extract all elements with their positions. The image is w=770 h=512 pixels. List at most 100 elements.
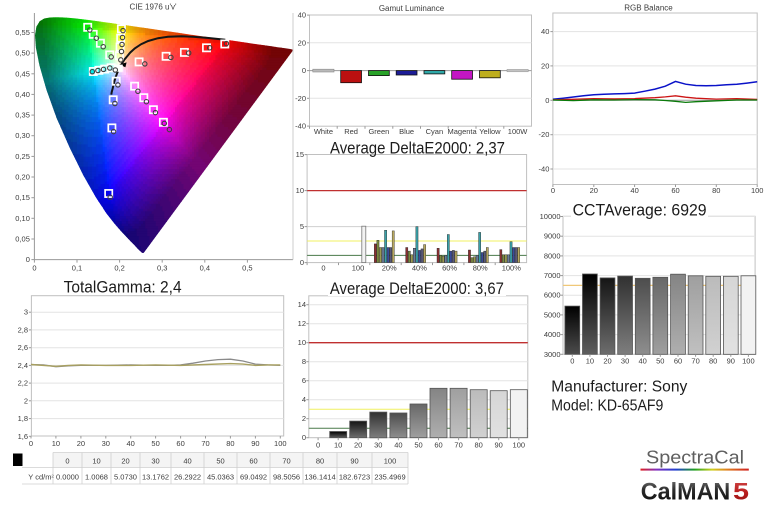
svg-text:Green: Green (368, 127, 389, 136)
svg-text:80: 80 (226, 439, 234, 448)
svg-text:0,30: 0,30 (15, 131, 30, 140)
svg-text:50: 50 (216, 457, 224, 466)
svg-text:40: 40 (127, 439, 135, 448)
svg-text:0: 0 (302, 433, 306, 442)
svg-text:30: 30 (151, 457, 159, 466)
svg-text:Red: Red (344, 127, 358, 136)
svg-text:30: 30 (102, 439, 110, 448)
svg-text:2: 2 (302, 414, 306, 423)
svg-text:20: 20 (603, 357, 611, 366)
svg-text:30: 30 (621, 357, 629, 366)
svg-text:70: 70 (454, 441, 462, 450)
svg-text:0,10: 0,10 (15, 214, 30, 223)
svg-text:9000: 9000 (544, 232, 561, 241)
svg-text:0: 0 (551, 186, 555, 195)
svg-text:White: White (314, 127, 333, 136)
svg-text:100: 100 (352, 263, 365, 272)
svg-text:TotalGamma: 2,4: TotalGamma: 2,4 (64, 279, 182, 297)
svg-text:50: 50 (151, 439, 159, 448)
svg-text:2,2: 2,2 (18, 379, 28, 388)
svg-text:40: 40 (298, 11, 306, 20)
svg-text:30: 30 (374, 441, 382, 450)
svg-text:80%: 80% (473, 263, 488, 272)
svg-text:60: 60 (249, 457, 257, 466)
svg-text:40: 40 (541, 27, 549, 36)
svg-text:Y cd/m²: Y cd/m² (28, 473, 54, 482)
svg-text:10: 10 (92, 457, 100, 466)
svg-text:100: 100 (751, 186, 764, 195)
svg-text:3000: 3000 (544, 350, 561, 359)
svg-text:40: 40 (630, 186, 638, 195)
svg-text:8000: 8000 (544, 251, 561, 260)
svg-text:80: 80 (712, 186, 720, 195)
svg-text:-20: -20 (295, 94, 306, 103)
svg-text:69.0492: 69.0492 (240, 473, 267, 482)
svg-text:1,8: 1,8 (18, 414, 28, 423)
svg-text:10000: 10000 (540, 212, 561, 221)
svg-text:80: 80 (316, 457, 324, 466)
svg-text:182.6723: 182.6723 (339, 473, 370, 482)
svg-text:0: 0 (545, 96, 549, 105)
svg-text:Gamut Luminance: Gamut Luminance (379, 4, 445, 13)
svg-text:2,4: 2,4 (18, 361, 28, 370)
svg-text:0: 0 (29, 439, 33, 448)
svg-text:0,50: 0,50 (15, 49, 30, 58)
svg-text:3: 3 (24, 308, 28, 317)
svg-text:100W: 100W (508, 127, 529, 136)
svg-text:60: 60 (434, 441, 442, 450)
svg-text:0,40: 0,40 (15, 90, 30, 99)
svg-text:50: 50 (656, 357, 664, 366)
svg-text:60: 60 (674, 357, 682, 366)
svg-text:Yellow: Yellow (479, 127, 501, 136)
svg-text:12: 12 (298, 319, 306, 328)
svg-text:20: 20 (77, 439, 85, 448)
svg-text:70: 70 (201, 439, 209, 448)
svg-text:90: 90 (727, 357, 735, 366)
svg-text:4000: 4000 (544, 330, 561, 339)
svg-text:10: 10 (52, 439, 60, 448)
svg-text:10: 10 (298, 338, 306, 347)
svg-text:100: 100 (513, 441, 526, 450)
svg-text:-40: -40 (539, 165, 550, 174)
svg-text:20: 20 (541, 61, 549, 70)
svg-text:5.0730: 5.0730 (114, 473, 137, 482)
svg-text:Manufacturer: Sony: Manufacturer: Sony (551, 379, 687, 396)
svg-text:2,8: 2,8 (18, 325, 28, 334)
svg-text:RGB Balance: RGB Balance (624, 4, 673, 13)
svg-text:90: 90 (495, 441, 503, 450)
svg-text:0: 0 (65, 457, 69, 466)
svg-text:98.5056: 98.5056 (273, 473, 300, 482)
svg-text:10: 10 (334, 441, 342, 450)
svg-text:Cyan: Cyan (426, 127, 444, 136)
svg-text:1,6: 1,6 (18, 432, 28, 441)
svg-text:Model: KD-65AF9: Model: KD-65AF9 (551, 398, 663, 415)
svg-text:0: 0 (302, 66, 306, 75)
svg-text:-40: -40 (295, 122, 306, 131)
svg-text:0.0000: 0.0000 (56, 473, 79, 482)
svg-text:2,6: 2,6 (18, 343, 28, 352)
svg-text:0,4: 0,4 (200, 264, 210, 273)
svg-text:90: 90 (251, 439, 259, 448)
svg-text:0: 0 (570, 357, 574, 366)
svg-text:5: 5 (733, 479, 749, 506)
svg-text:5: 5 (300, 222, 304, 231)
svg-text:60%: 60% (442, 263, 457, 272)
svg-text:60: 60 (176, 439, 184, 448)
svg-text:0,55: 0,55 (15, 28, 30, 37)
svg-text:100: 100 (384, 457, 397, 466)
svg-text:5000: 5000 (544, 310, 561, 319)
svg-text:90: 90 (350, 457, 358, 466)
svg-text:20: 20 (298, 38, 306, 47)
svg-text:15: 15 (296, 150, 304, 159)
svg-text:40: 40 (639, 357, 647, 366)
svg-text:20%: 20% (382, 263, 397, 272)
svg-text:100%: 100% (502, 263, 522, 272)
svg-text:40: 40 (394, 441, 402, 450)
svg-text:26.2922: 26.2922 (174, 473, 201, 482)
svg-text:Blue: Blue (399, 127, 414, 136)
svg-text:6000: 6000 (544, 291, 561, 300)
svg-text:0: 0 (32, 264, 36, 273)
svg-text:80: 80 (709, 357, 717, 366)
svg-text:0,3: 0,3 (157, 264, 167, 273)
svg-text:0: 0 (26, 255, 30, 264)
